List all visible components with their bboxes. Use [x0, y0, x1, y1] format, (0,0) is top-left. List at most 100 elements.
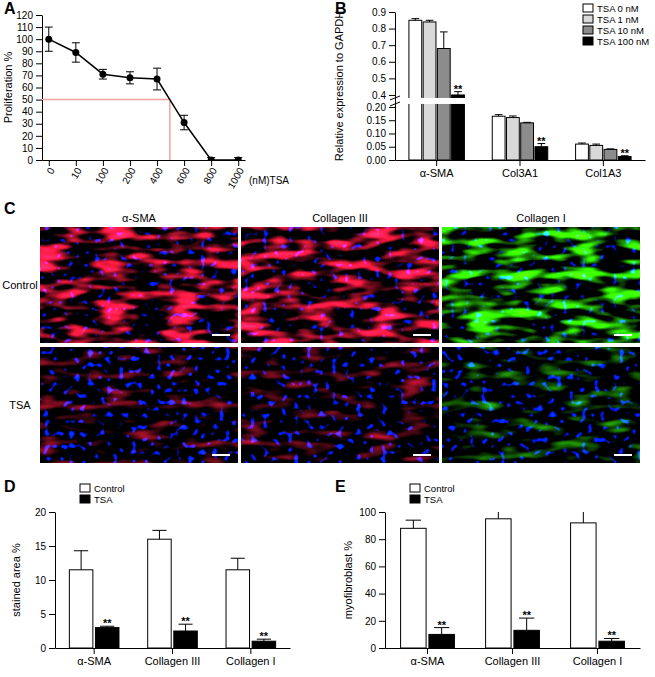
legend-swatch [583, 26, 593, 34]
tick-mark [379, 594, 385, 595]
tick-label: 5 [40, 609, 46, 620]
tick-mark [211, 160, 212, 166]
tick: 0.5 [372, 73, 395, 84]
tick: 400 [147, 160, 165, 186]
tick-mark [36, 148, 42, 149]
tick: Collagen III [485, 648, 541, 667]
bar [252, 641, 276, 648]
error-cap [509, 115, 517, 116]
x-axis-title: (nM)TSA [249, 175, 289, 186]
tick: Col3A1 [502, 160, 538, 179]
legend-swatch [80, 484, 90, 492]
tick-mark [36, 63, 42, 64]
tick: 0.10 [367, 128, 395, 139]
tick-mark [36, 112, 42, 113]
tick-label: Col1A3 [585, 167, 621, 179]
legend: ControlTSA [80, 483, 125, 505]
significance-label: ** [437, 619, 446, 631]
error-bar [509, 116, 517, 118]
legend-label: TSA [424, 494, 443, 505]
tick: 600 [174, 160, 192, 186]
tick-label: 20 [35, 507, 47, 518]
tick: 1000 [225, 160, 246, 190]
panel-label: E [335, 478, 346, 495]
tick-mark [379, 539, 385, 540]
data-point [99, 71, 106, 78]
x-axis: α-SMACollagen IIICollagen I [386, 648, 641, 667]
error-bar [153, 68, 161, 90]
bar [409, 20, 422, 160]
panel-label: A [4, 0, 16, 17]
data-point [154, 76, 161, 83]
tick-mark [389, 62, 395, 63]
bar [535, 147, 548, 160]
tick: 40 [22, 106, 42, 117]
tick-label: 0 [40, 643, 46, 654]
column-label: α-SMA [122, 212, 157, 224]
tick: 50 [22, 94, 42, 105]
tick-label: 0.7 [372, 40, 386, 51]
tick-label: 0.00 [367, 155, 387, 166]
micrograph [241, 347, 439, 463]
tick-mark [389, 107, 395, 108]
tick: 60 [22, 82, 42, 93]
tick: 20 [365, 616, 385, 627]
error-bar [607, 148, 615, 150]
tick-label: 0.20 [367, 102, 387, 113]
image-panel: Cα-SMACollagen IIICollagen IControlTSA [2, 200, 640, 463]
bar [423, 22, 436, 160]
tick-mark [49, 580, 55, 581]
error-bar [152, 530, 166, 539]
legend-swatch [410, 495, 420, 503]
significance-label: ** [537, 135, 546, 147]
error-cap [180, 129, 188, 130]
tick-mark [389, 45, 395, 46]
error-cap [607, 148, 615, 149]
tick-label: 100 [93, 165, 111, 185]
tick: 0 [40, 643, 55, 654]
tick: 100 [16, 34, 42, 45]
tick-mark [130, 160, 131, 166]
tick: 0.15 [367, 115, 395, 126]
significance-label: ** [181, 615, 190, 627]
row-label: TSA [9, 399, 31, 411]
chart: 020406080100α-SMACollagen IIICollagen I*… [335, 478, 641, 667]
tick-mark [389, 12, 395, 13]
bar [514, 630, 540, 648]
bar [492, 116, 505, 160]
bar [604, 149, 617, 160]
tick-label: 0.6 [372, 56, 386, 67]
plot-area [401, 512, 625, 648]
bar [576, 144, 589, 160]
tick-label: 0.9 [372, 7, 386, 18]
legend-swatch [583, 4, 593, 12]
tick: 90 [22, 46, 42, 57]
legend-swatch [583, 37, 593, 45]
legend-label: Control [424, 483, 455, 494]
tick-mark [389, 95, 395, 96]
error-bar [126, 72, 134, 84]
reference-line [169, 100, 171, 160]
tick-label: 10 [22, 143, 34, 154]
data-point [126, 74, 133, 81]
tick-mark [36, 124, 42, 125]
significance-label: ** [522, 609, 531, 621]
micrograph [241, 227, 439, 343]
tick: 0 [370, 643, 385, 654]
error-cap [592, 144, 600, 145]
tick: 200 [120, 160, 138, 186]
tick: 10 [69, 160, 84, 181]
error-cap [99, 79, 107, 80]
legend-swatch [410, 484, 420, 492]
scale-bar [212, 454, 230, 456]
tick-label: 0.05 [367, 141, 387, 152]
tick-mark [36, 100, 42, 101]
column-label: Collagen III [312, 212, 368, 224]
bar [69, 570, 93, 648]
tick: 0.20 [367, 102, 395, 113]
tick-mark [49, 160, 50, 166]
bar [521, 123, 534, 160]
tick: 70 [22, 70, 42, 81]
y-axis-title: myofibroblast % [342, 541, 354, 619]
error-bar [495, 115, 503, 117]
